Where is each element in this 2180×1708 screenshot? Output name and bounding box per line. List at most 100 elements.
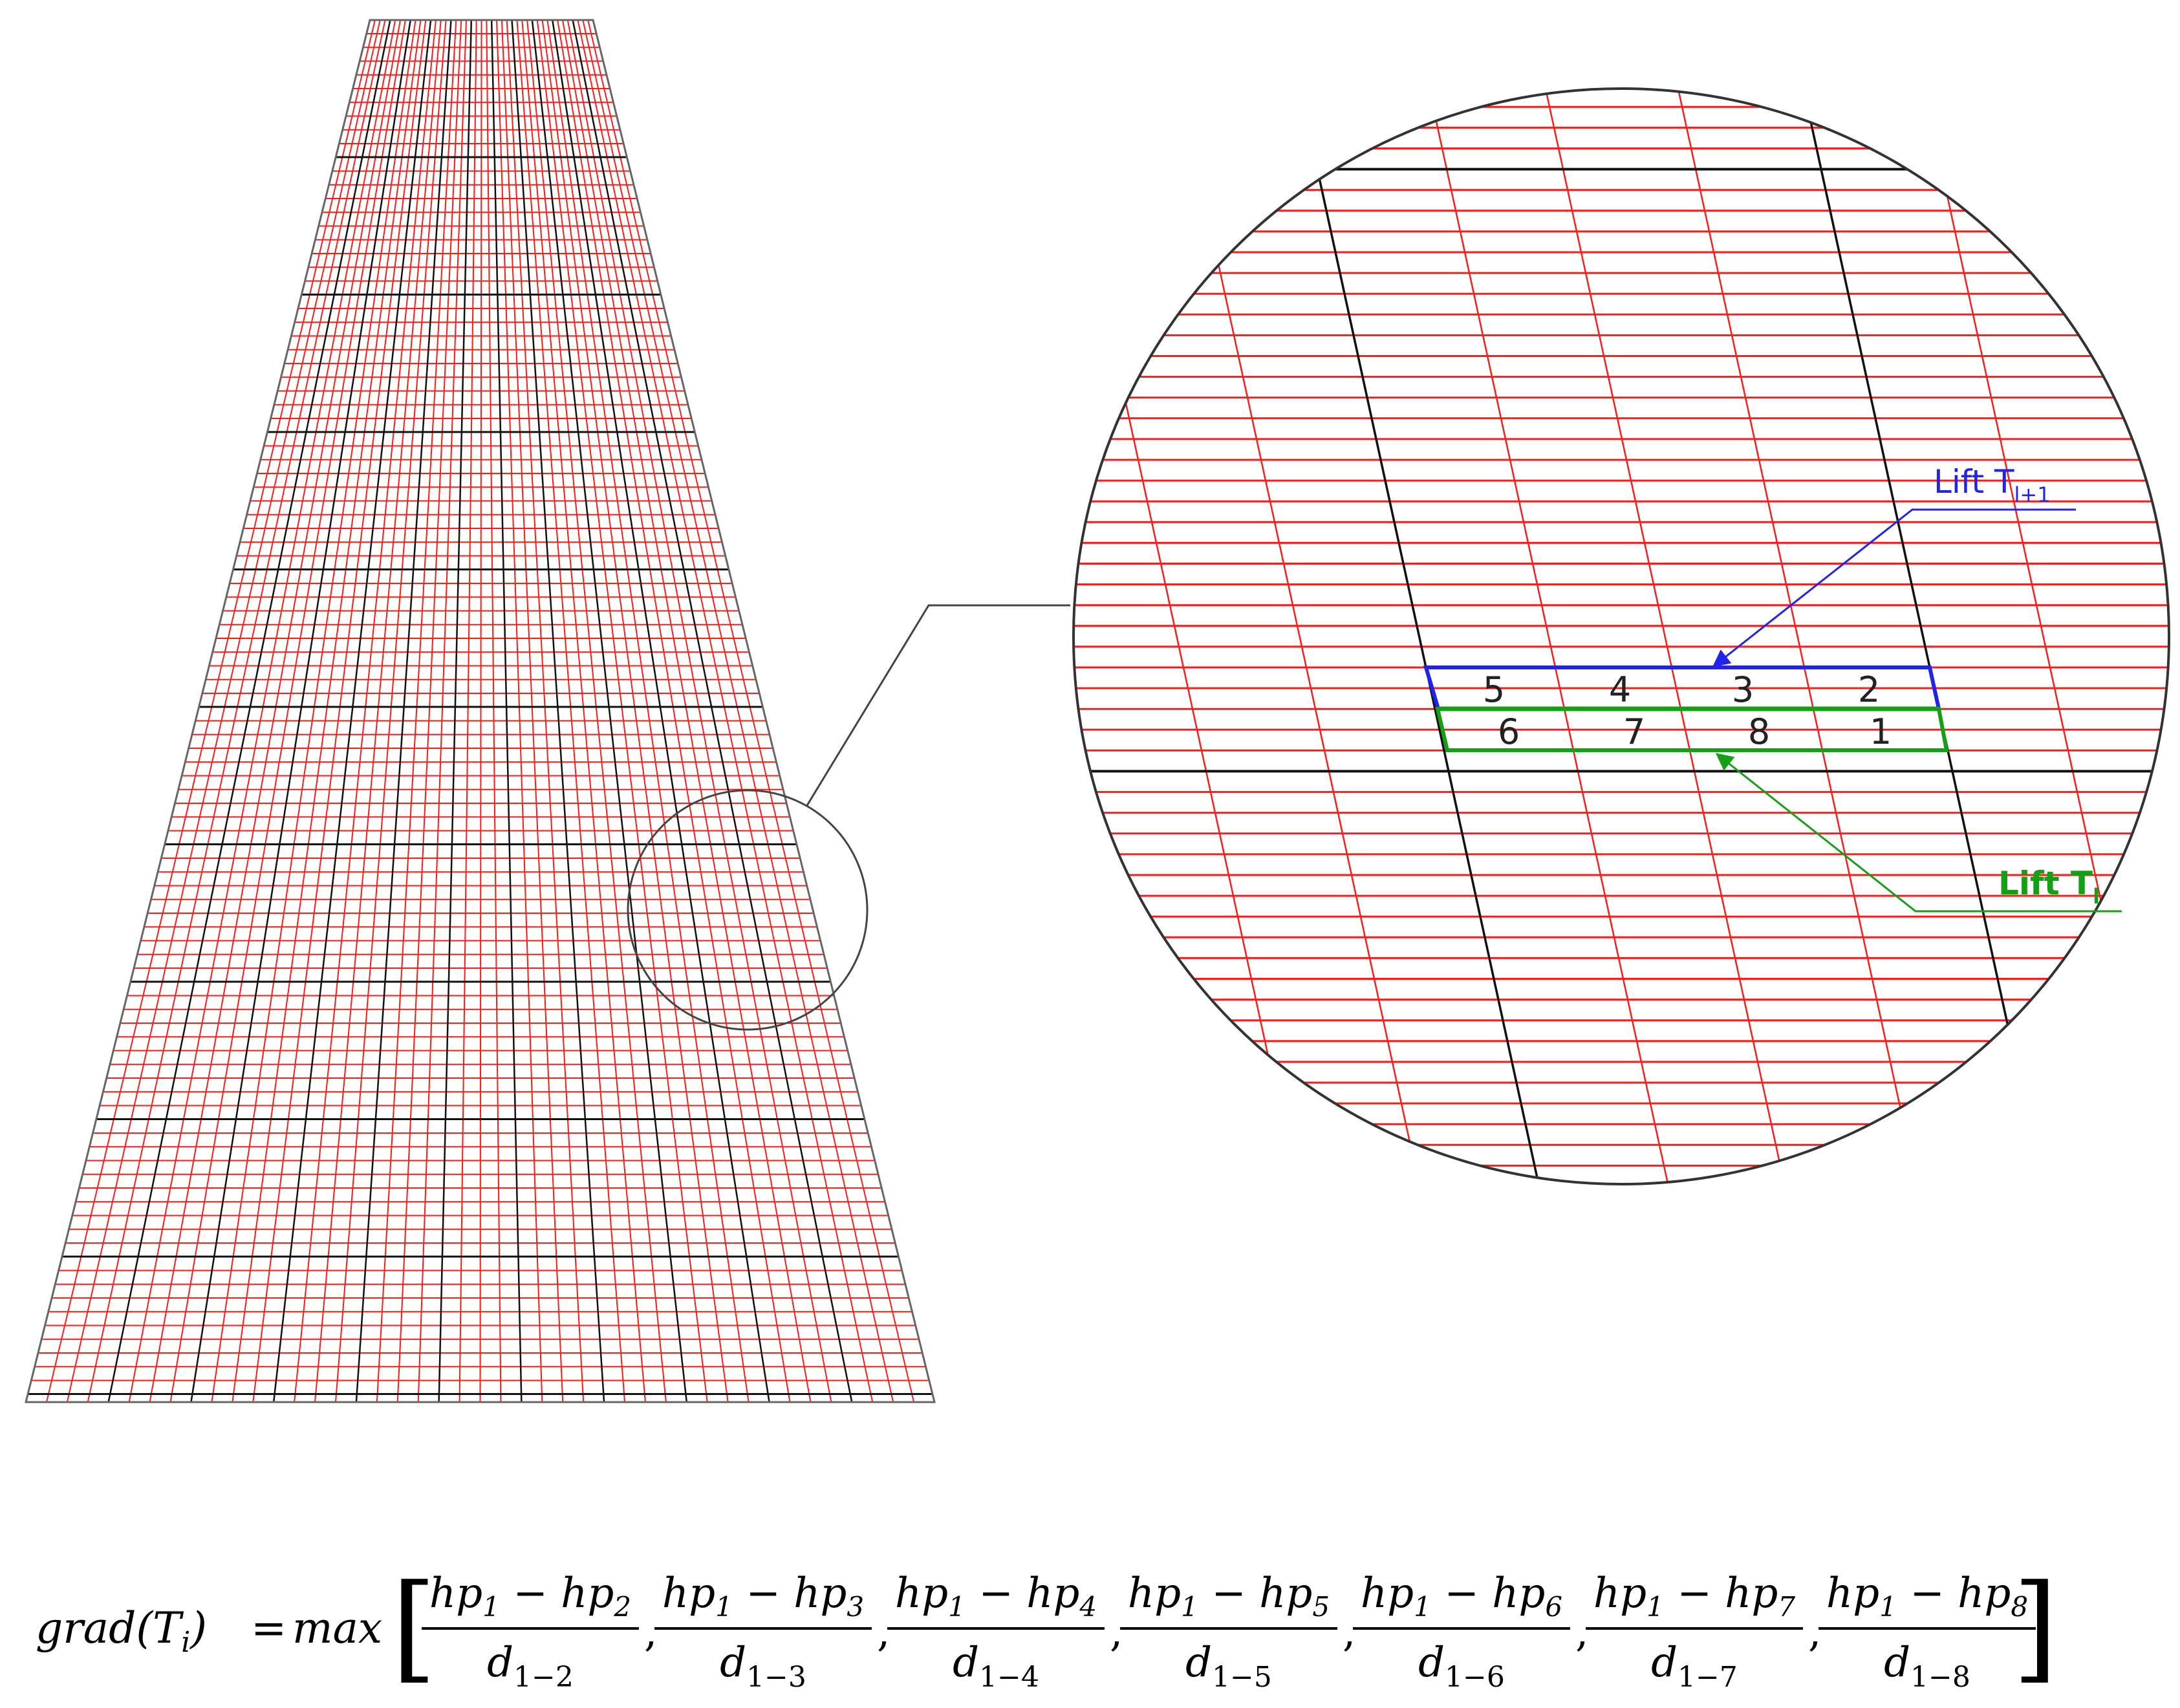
upper-lift-cell-numbers: 5 4 3 2 (1483, 669, 1880, 710)
mesh-slanted-line (567, 20, 832, 1402)
block-joint-line (531, 20, 688, 1402)
formula-fraction: hp1 − hp5 d1−5, (1120, 1570, 1355, 1694)
block-joint-line (490, 20, 523, 1402)
fraction-numerator: hp1 − hp2 (429, 1570, 631, 1623)
mesh-slanted-line (128, 20, 396, 1402)
block-joint-line (438, 20, 473, 1402)
formula-separator: , (1110, 1608, 1123, 1656)
fraction-numerator: hp1 − hp7 (1593, 1570, 1795, 1623)
mesh-slanted-line (516, 20, 626, 1402)
mesh-slanted-line (294, 20, 437, 1402)
fraction-numerator: hp1 − hp4 (895, 1570, 1097, 1623)
detail-region-circle (627, 789, 869, 1031)
cell-number: 7 (1623, 711, 1645, 752)
mesh-slanted-line (486, 20, 502, 1402)
mesh-slanted-line (577, 20, 874, 1402)
formula-fraction: hp1 − hp2 d1−2, (422, 1570, 657, 1694)
mesh-slanted-line (479, 20, 482, 1402)
mesh-slanted-line (541, 20, 729, 1402)
formula-separator: , (1343, 1608, 1355, 1656)
block-joint-line (1797, 89, 2051, 1184)
mesh-slanted-line (1917, 89, 2169, 1184)
block-joint-line (107, 20, 391, 1402)
mesh-slanted-line (1174, 89, 1427, 1184)
mesh-slanted-line (557, 20, 791, 1402)
fraction-denominator: d1−4 (953, 1639, 1039, 1694)
formula-equals: = (251, 1603, 286, 1653)
formula-lhs: grad(Ti) (36, 1603, 207, 1659)
dam-mesh (25, 19, 936, 1403)
cell-number: 4 (1609, 669, 1631, 710)
mesh-slanted-line (1423, 89, 1676, 1184)
mesh-slanted-line (1539, 89, 1793, 1184)
mesh-slanted-line (376, 20, 457, 1402)
mesh-slanted-line (496, 20, 543, 1402)
dam-outline (25, 19, 936, 1403)
fraction-numerator: hp1 − hp6 (1361, 1570, 1562, 1623)
upper-lift-leader (1712, 508, 2076, 667)
lower-lift-cell-numbers: 6 7 8 1 (1498, 711, 1892, 752)
formula-fraction: hp1 − hp4 d1−4, (887, 1570, 1123, 1694)
mesh-slanted-line (521, 20, 646, 1402)
formula-separator: , (1575, 1608, 1588, 1656)
mesh-slanted-line (149, 20, 402, 1402)
mesh-slanted-line (587, 20, 915, 1402)
block-joint-line (190, 20, 411, 1402)
mesh-slanted-line (45, 20, 376, 1402)
mesh-slanted-line (314, 20, 442, 1402)
mesh-slanted-line (417, 20, 467, 1402)
mesh-slanted-line (396, 20, 462, 1402)
mesh-slanted-line (252, 20, 427, 1402)
fraction-denominator: d1−8 (1884, 1639, 1970, 1694)
block-joint-line (552, 20, 770, 1402)
fraction-denominator: d1−5 (1185, 1639, 1272, 1694)
mesh-slanted-line (506, 20, 585, 1402)
magnified-view-border (1072, 87, 2170, 1185)
block-joint-line (272, 20, 432, 1402)
fraction-numerator: hp1 − hp8 (1826, 1570, 2028, 1623)
magnified-view: 5 4 3 2 6 7 8 1 (1072, 87, 2170, 1185)
detail-leader-line (805, 604, 1070, 807)
mesh-slanted-line (232, 20, 422, 1402)
fraction-denominator: d1−3 (720, 1639, 806, 1694)
formula-separator: , (1808, 1608, 1821, 1656)
mesh-slanted-line (66, 20, 381, 1402)
block-joint-line (511, 20, 605, 1402)
cell-number: 1 (1870, 711, 1892, 752)
lower-lift-label: Lift Tl (1998, 865, 2100, 909)
mesh-slanted-line (536, 20, 708, 1402)
mesh-slanted-line (582, 20, 894, 1402)
mesh-slanted-line (459, 20, 477, 1402)
lower-lift-outline (1435, 707, 1949, 752)
mesh-slanted-line (211, 20, 416, 1402)
fraction-denominator: d1−2 (487, 1639, 574, 1694)
cell-number: 2 (1858, 669, 1880, 710)
cell-number: 3 (1732, 669, 1754, 710)
mesh-slanted-line (526, 20, 667, 1402)
lower-lift-leader (1715, 753, 2122, 913)
fraction-numerator: hp1 − hp3 (662, 1570, 864, 1623)
upper-lift-callout: Lift Tl+1 (1712, 463, 2076, 667)
lower-lift-callout: Lift Tl (1715, 753, 2122, 913)
formula-max: max (292, 1603, 382, 1653)
formula-fraction: hp1 − hp7 d1−7, (1586, 1570, 1821, 1694)
fraction-denominator: d1−6 (1418, 1639, 1505, 1694)
formula-separator: , (644, 1608, 657, 1656)
fraction-numerator: hp1 − hp5 (1128, 1570, 1330, 1623)
mesh-slanted-line (87, 20, 386, 1402)
mesh-slanted-line (169, 20, 406, 1402)
formula-fraction: hp1 − hp8 d1−8 (1818, 1570, 2036, 1694)
cell-number: 8 (1748, 711, 1770, 752)
formula-fraction: hp1 − hp3 d1−3, (654, 1570, 890, 1694)
formula-separator: , (877, 1608, 890, 1656)
mesh-slanted-line (561, 20, 812, 1402)
fraction-denominator: d1−7 (1651, 1639, 1738, 1694)
cell-number: 6 (1498, 711, 1520, 752)
mesh-slanted-line (334, 20, 447, 1402)
mesh-slanted-line (546, 20, 750, 1402)
block-joint-line (1293, 89, 1547, 1184)
mesh-slanted-line (1074, 89, 1185, 1184)
